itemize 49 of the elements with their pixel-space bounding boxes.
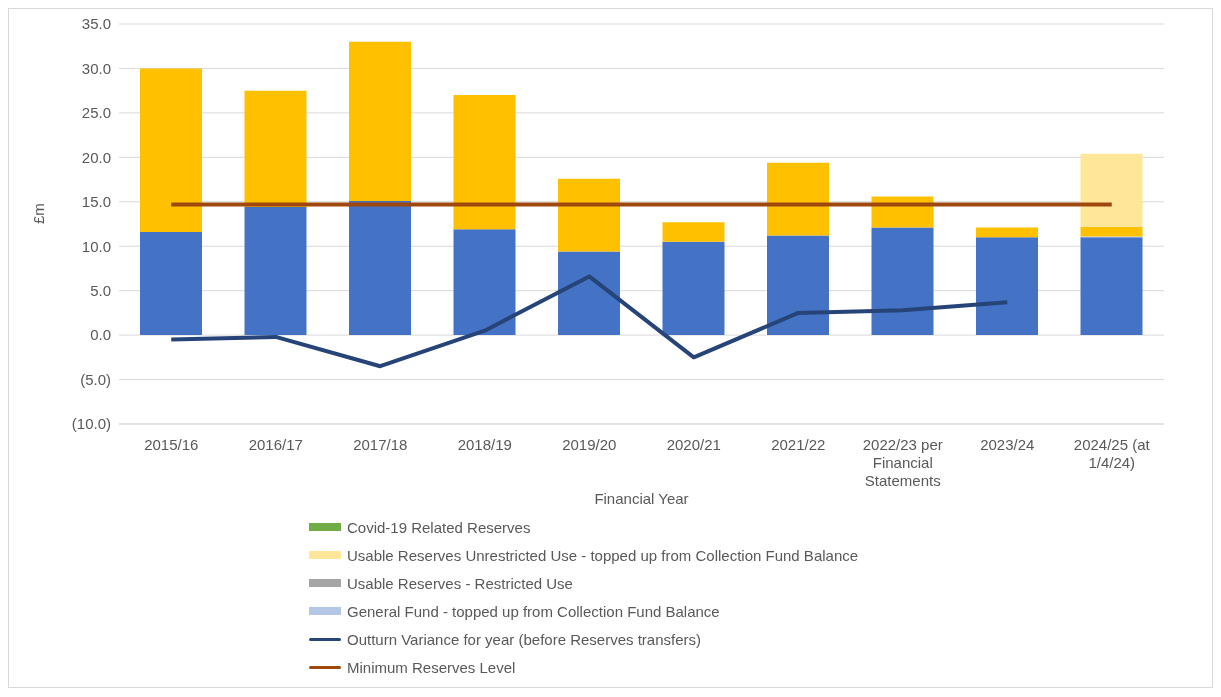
bar	[244, 207, 307, 336]
bar	[871, 227, 934, 336]
y-tick-label: 10.0	[81, 237, 111, 255]
y-tick-label: 5.0	[90, 281, 111, 299]
y-tick-label: 35.0	[81, 15, 111, 33]
bar	[558, 251, 620, 336]
y-tick-label: 20.0	[81, 148, 111, 166]
bar	[767, 162, 829, 236]
legend-label: Usable Reserves Unrestricted Use - topped up from Collection Fund Balance	[347, 546, 859, 564]
bar	[662, 241, 725, 336]
y-tick-label: (10.0)	[71, 415, 111, 433]
legend-label: Usable Reserves - Restricted Use	[347, 574, 573, 592]
x-tick-label: 2017/18	[353, 436, 408, 453]
x-tick-label: 2016/17	[248, 436, 303, 453]
legend-label: Covid-19 Related Reserves	[347, 518, 531, 536]
bar	[1080, 226, 1143, 237]
bar	[1080, 153, 1143, 227]
legend-label: Minimum Reserves Level	[347, 658, 516, 676]
legend-label: General Fund - topped up from Collection Fund Balance	[347, 602, 720, 620]
y-tick-label: 30.0	[81, 59, 111, 77]
line-series	[169, 274, 1010, 369]
bar	[976, 237, 1038, 336]
x-tick-label: 2024/25 (at 1/4/24)	[1073, 436, 1151, 471]
y-tick-label: 15.0	[81, 193, 111, 211]
bar	[140, 68, 202, 232]
bar	[349, 41, 411, 201]
bar	[453, 95, 516, 230]
bar	[976, 227, 1038, 238]
bar	[244, 90, 307, 208]
x-tick-label: 2023/24	[980, 436, 1035, 453]
bar	[453, 229, 516, 336]
bar	[662, 222, 725, 242]
bar	[140, 232, 202, 336]
bar	[558, 178, 620, 252]
x-axis-title: Financial Year	[594, 490, 689, 507]
x-tick-label: 2020/21	[666, 436, 721, 453]
y-axis-title: £m	[30, 203, 48, 224]
x-tick-label: 2021/22	[771, 436, 826, 453]
x-tick-label: 2022/23 per Financial Statements	[862, 436, 943, 489]
x-tick-label: 2015/16	[144, 436, 199, 453]
y-tick-label: 25.0	[81, 104, 111, 122]
y-tick-label: (5.0)	[80, 370, 111, 388]
bar	[1080, 237, 1143, 336]
legend-label: Outturn Variance for year (before Reserves transfers)	[347, 630, 702, 648]
x-tick-label: 2019/20	[562, 436, 617, 453]
bar	[349, 200, 411, 336]
y-tick-label: 0.0	[90, 326, 111, 344]
x-tick-label: 2018/19	[457, 436, 512, 453]
bar	[767, 235, 829, 336]
